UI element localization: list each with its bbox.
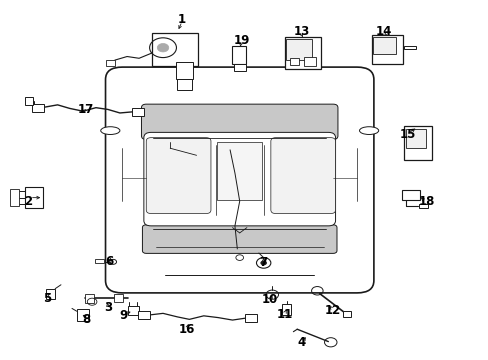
Bar — [418, 204, 427, 208]
Bar — [403, 126, 431, 160]
Text: 3: 3 — [103, 301, 112, 314]
Bar — [244, 314, 256, 322]
Bar — [289, 58, 299, 66]
Bar — [371, 35, 402, 64]
Ellipse shape — [101, 127, 120, 135]
Text: 18: 18 — [418, 195, 434, 208]
Text: 19: 19 — [233, 34, 250, 47]
Bar — [24, 187, 42, 208]
Text: 17: 17 — [77, 103, 93, 116]
FancyBboxPatch shape — [143, 132, 335, 226]
Text: 5: 5 — [43, 292, 51, 305]
FancyBboxPatch shape — [270, 138, 335, 213]
Bar — [77, 309, 88, 321]
Text: 11: 11 — [277, 307, 293, 320]
Bar — [231, 46, 245, 64]
Bar — [24, 97, 33, 104]
Bar — [405, 129, 425, 148]
Bar — [217, 142, 262, 200]
Text: 8: 8 — [82, 313, 90, 326]
Bar — [282, 304, 290, 315]
Text: 2: 2 — [24, 195, 32, 208]
Text: 15: 15 — [398, 128, 415, 141]
Bar — [131, 108, 143, 116]
Text: 9: 9 — [120, 309, 127, 322]
Circle shape — [157, 44, 168, 52]
Bar — [177, 80, 191, 90]
Text: 13: 13 — [293, 25, 309, 38]
Bar — [32, 104, 44, 112]
Text: 4: 4 — [297, 337, 305, 350]
Circle shape — [260, 261, 266, 265]
Bar — [85, 294, 94, 303]
Bar — [285, 39, 312, 60]
Text: 1: 1 — [178, 13, 186, 26]
Bar — [342, 311, 351, 317]
FancyBboxPatch shape — [141, 104, 337, 139]
Bar — [138, 311, 149, 319]
Bar — [404, 46, 415, 49]
Bar — [105, 60, 115, 66]
Bar — [128, 306, 138, 315]
Text: 12: 12 — [325, 304, 341, 317]
FancyBboxPatch shape — [105, 67, 373, 293]
Text: 6: 6 — [105, 255, 113, 267]
Ellipse shape — [359, 127, 378, 135]
Text: 10: 10 — [261, 293, 278, 306]
Bar — [304, 57, 316, 66]
Bar — [285, 37, 320, 69]
Bar — [233, 64, 245, 71]
Bar — [95, 259, 104, 263]
Bar — [176, 62, 193, 80]
Bar — [373, 37, 396, 54]
Bar — [45, 289, 55, 298]
FancyBboxPatch shape — [142, 225, 336, 253]
Bar — [114, 294, 122, 302]
FancyBboxPatch shape — [146, 138, 210, 213]
Text: 14: 14 — [374, 25, 391, 38]
Text: 7: 7 — [259, 256, 267, 269]
Bar — [10, 189, 19, 207]
Bar — [152, 33, 197, 66]
Text: 16: 16 — [179, 323, 195, 337]
Bar — [401, 190, 420, 200]
